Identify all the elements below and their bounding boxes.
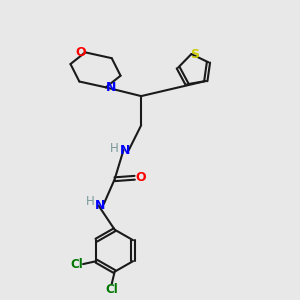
Text: N: N <box>120 144 130 157</box>
Text: Cl: Cl <box>105 283 118 296</box>
Text: S: S <box>190 48 200 61</box>
Text: O: O <box>76 46 86 59</box>
Text: H: H <box>86 196 94 208</box>
Text: N: N <box>106 81 116 94</box>
Text: N: N <box>95 199 106 212</box>
Text: O: O <box>136 171 146 184</box>
Text: H: H <box>110 142 119 155</box>
Text: Cl: Cl <box>70 258 83 271</box>
